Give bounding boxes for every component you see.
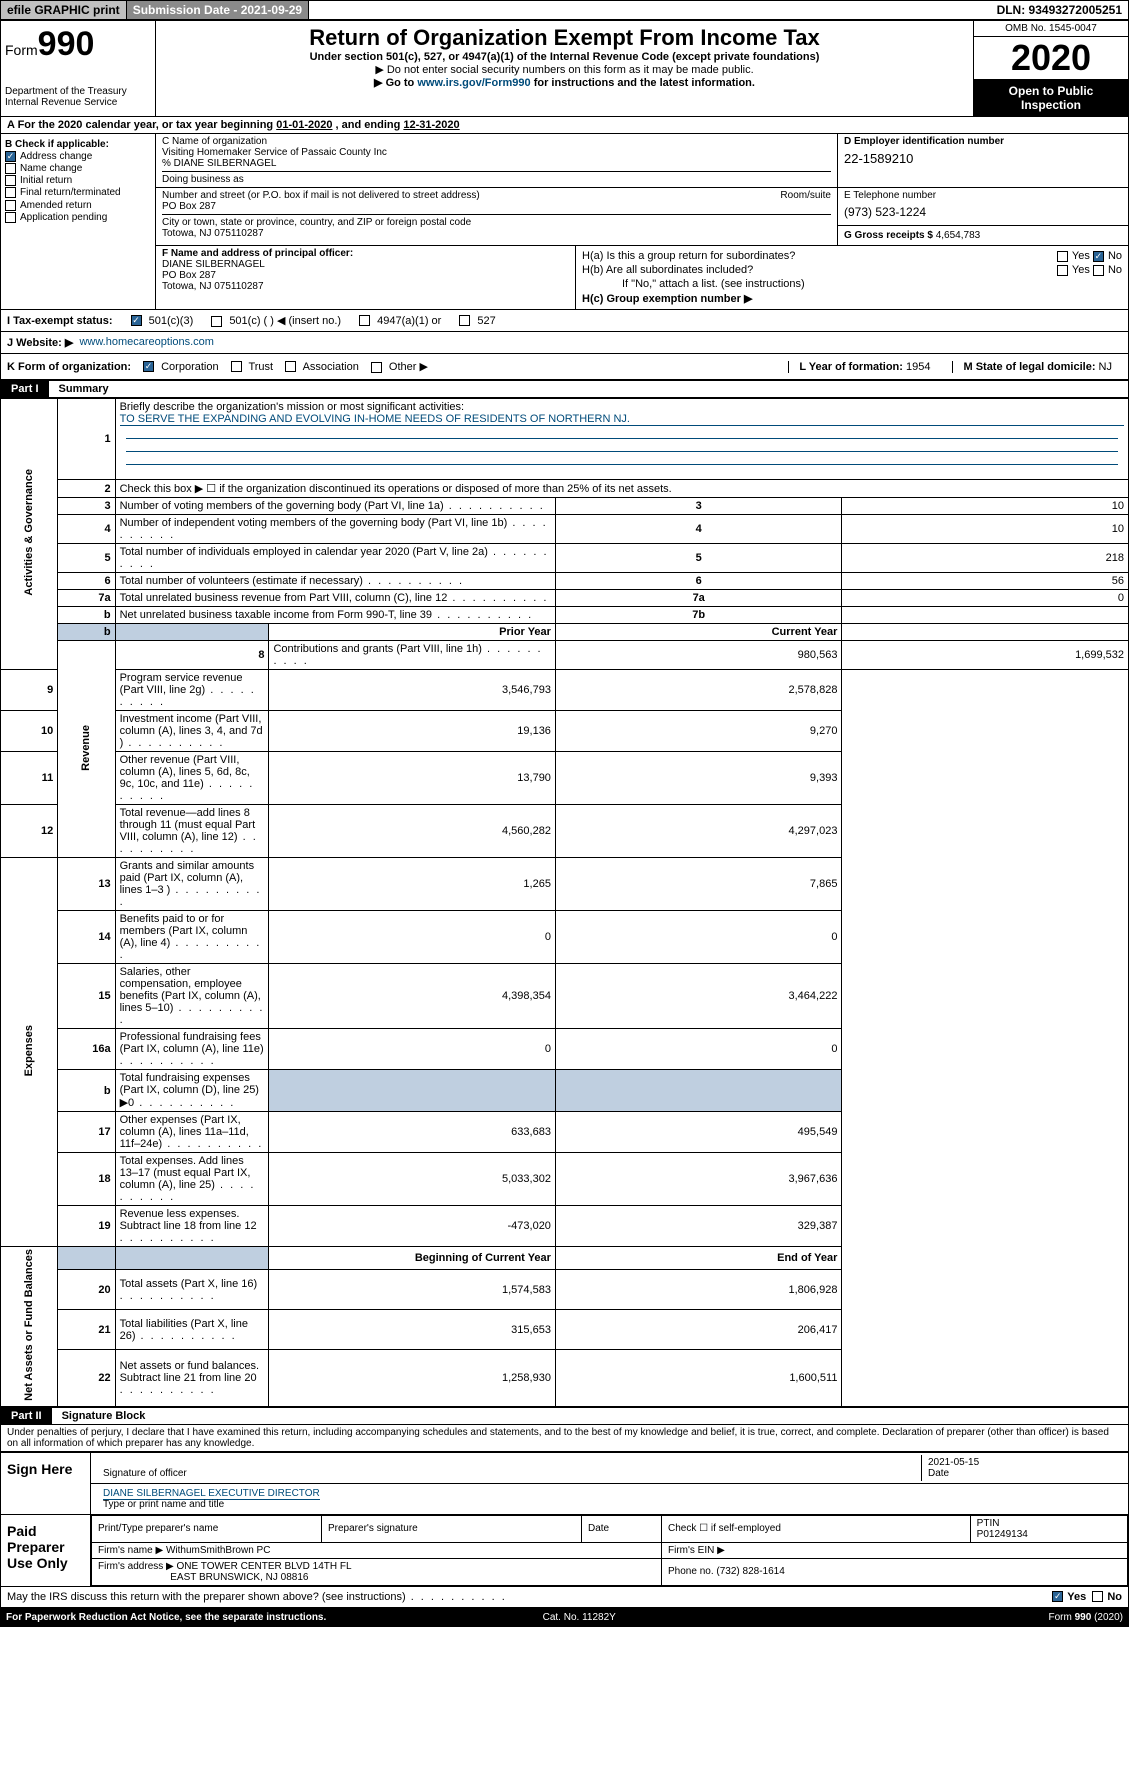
section-g: G Gross receipts $ 4,654,783 xyxy=(838,225,1128,245)
note-ssn: ▶ Do not enter social security numbers o… xyxy=(166,63,963,76)
section-c: C Name of organization Visiting Homemake… xyxy=(156,134,838,187)
summary-row: 4Number of independent voting members of… xyxy=(1,515,1129,544)
summary-row: 14Benefits paid to or for members (Part … xyxy=(1,911,1129,964)
section-j: J Website: ▶ www.homecareoptions.com xyxy=(0,332,1129,354)
part2-header: Part II Signature Block xyxy=(0,1407,1129,1425)
summary-row: 16aProfessional fundraising fees (Part I… xyxy=(1,1029,1129,1070)
signature-block: Sign Here Signature of officer 2021-05-1… xyxy=(0,1452,1129,1587)
checkbox-amended-return[interactable]: Amended return xyxy=(5,200,151,211)
summary-row: Expenses13Grants and similar amounts pai… xyxy=(1,858,1129,911)
summary-row: bTotal fundraising expenses (Part IX, co… xyxy=(1,1070,1129,1112)
checkbox-address-change[interactable]: ✓Address change xyxy=(5,151,151,162)
care-of: % DIANE SILBERNAGEL xyxy=(162,158,831,169)
summary-row: 6Total number of volunteers (estimate if… xyxy=(1,573,1129,590)
checkbox-final-return-terminated[interactable]: Final return/terminated xyxy=(5,187,151,198)
checkbox-name-change[interactable]: Name change xyxy=(5,163,151,174)
summary-row: 5Total number of individuals employed in… xyxy=(1,544,1129,573)
section-b: B Check if applicable: ✓Address changeNa… xyxy=(1,134,156,309)
open-inspection: Open to Public Inspection xyxy=(974,80,1128,116)
ein-value: 22-1589210 xyxy=(844,151,1122,166)
mission-text: TO SERVE THE EXPANDING AND EVOLVING IN-H… xyxy=(120,413,1124,426)
section-k: K Form of organization: ✓ Corporation Tr… xyxy=(0,354,1129,380)
summary-row: 15Salaries, other compensation, employee… xyxy=(1,964,1129,1029)
submission-date-button[interactable]: Submission Date - 2021-09-29 xyxy=(127,1,309,19)
sign-here-label: Sign Here xyxy=(1,1453,91,1514)
form-header: Form990 Department of the Treasury Inter… xyxy=(0,20,1129,117)
org-name: Visiting Homemaker Service of Passaic Co… xyxy=(162,147,831,158)
summary-row: Revenue8Contributions and grants (Part V… xyxy=(1,641,1129,670)
note-link: ▶ Go to www.irs.gov/Form990 for instruct… xyxy=(166,76,963,89)
jurat-text: Under penalties of perjury, I declare th… xyxy=(0,1425,1129,1452)
summary-row: 18Total expenses. Add lines 13–17 (must … xyxy=(1,1153,1129,1206)
website-link[interactable]: www.homecareoptions.com xyxy=(79,336,214,349)
summary-row: 3Number of voting members of the governi… xyxy=(1,498,1129,515)
summary-row: 7aTotal unrelated business revenue from … xyxy=(1,590,1129,607)
summary-row: 17Other expenses (Part IX, column (A), l… xyxy=(1,1112,1129,1153)
section-f: F Name and address of principal officer:… xyxy=(156,246,576,309)
street-address: PO Box 287 xyxy=(162,201,831,212)
summary-table: Activities & Governance 1 Briefly descri… xyxy=(0,398,1129,1407)
section-e: E Telephone number (973) 523-1224 G Gros… xyxy=(838,188,1128,245)
paid-preparer-label: Paid Preparer Use Only xyxy=(1,1515,91,1586)
efile-button[interactable]: efile GRAPHIC print xyxy=(1,1,127,19)
summary-row: 22Net assets or fund balances. Subtract … xyxy=(1,1350,1129,1407)
preparer-table: Print/Type preparer's name Preparer's si… xyxy=(91,1515,1128,1586)
form-title: Return of Organization Exempt From Incom… xyxy=(166,25,963,51)
section-h: H(a) Is this a group return for subordin… xyxy=(576,246,1128,309)
dln-label: DLN: 93493272005251 xyxy=(991,1,1128,19)
form-subtitle: Under section 501(c), 527, or 4947(a)(1)… xyxy=(166,51,963,63)
telephone: (973) 523-1224 xyxy=(844,205,1122,219)
checkbox-initial-return[interactable]: Initial return xyxy=(5,175,151,186)
checkbox-application-pending[interactable]: Application pending xyxy=(5,212,151,223)
summary-row: 19Revenue less expenses. Subtract line 1… xyxy=(1,1206,1129,1247)
summary-row: 20Total assets (Part X, line 16)1,574,58… xyxy=(1,1270,1129,1310)
omb-number: OMB No. 1545-0047 xyxy=(974,21,1128,37)
dept-label: Department of the Treasury Internal Reve… xyxy=(5,86,151,108)
section-d: D Employer identification number 22-1589… xyxy=(838,134,1128,187)
irs-link[interactable]: www.irs.gov/Form990 xyxy=(417,77,530,89)
summary-row: bNet unrelated business taxable income f… xyxy=(1,607,1129,624)
summary-row: 21Total liabilities (Part X, line 26)315… xyxy=(1,1310,1129,1350)
top-bar: efile GRAPHIC print Submission Date - 20… xyxy=(0,0,1129,20)
tax-year: 2020 xyxy=(974,37,1128,80)
period-row: A For the 2020 calendar year, or tax yea… xyxy=(0,117,1129,134)
form-number: Form990 xyxy=(5,25,151,64)
summary-row: 11Other revenue (Part VIII, column (A), … xyxy=(1,752,1129,805)
summary-row: 10Investment income (Part VIII, column (… xyxy=(1,711,1129,752)
city-state-zip: Totowa, NJ 075110287 xyxy=(162,228,831,239)
summary-row: 9Program service revenue (Part VIII, lin… xyxy=(1,670,1129,711)
section-i: I Tax-exempt status: ✓ 501(c)(3) 501(c) … xyxy=(0,310,1129,332)
block-bcdefg: B Check if applicable: ✓Address changeNa… xyxy=(0,134,1129,310)
part1-header: Part I Summary xyxy=(0,380,1129,398)
discuss-row: May the IRS discuss this return with the… xyxy=(0,1587,1129,1608)
dba-label: Doing business as xyxy=(162,171,831,185)
footer: For Paperwork Reduction Act Notice, see … xyxy=(0,1608,1129,1627)
summary-row: 12Total revenue—add lines 8 through 11 (… xyxy=(1,805,1129,858)
